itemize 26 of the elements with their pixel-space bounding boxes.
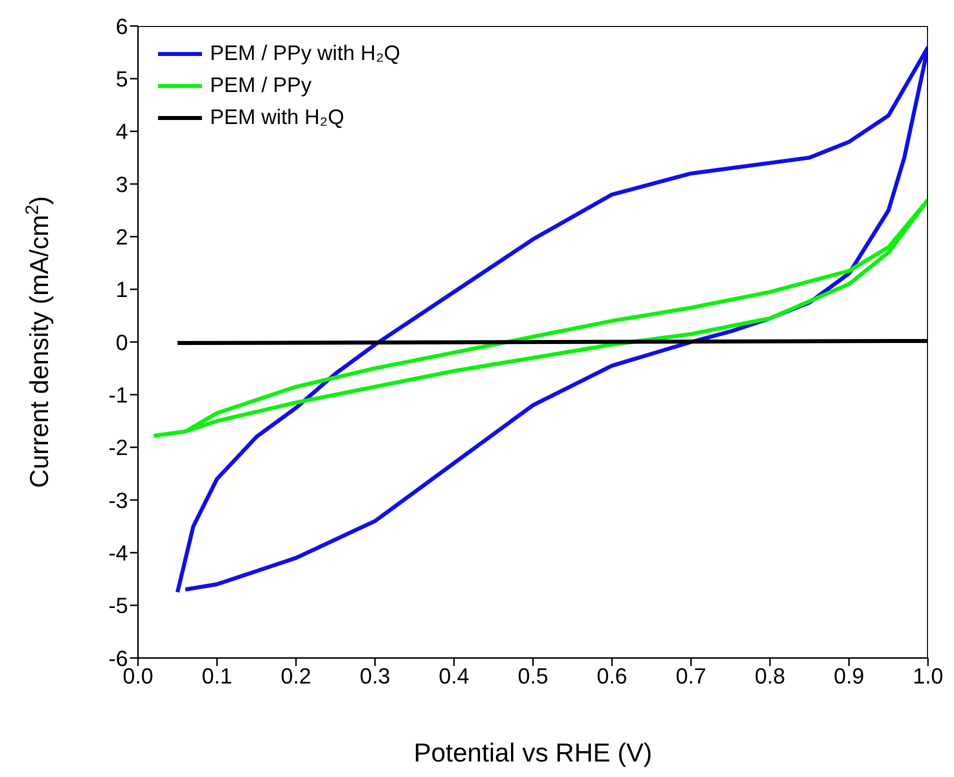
x-tick-label: 0.7 xyxy=(676,664,706,689)
x-tick-label: 0.3 xyxy=(360,664,390,689)
y-tick-label: -2 xyxy=(108,435,128,460)
x-tick-label: 0.1 xyxy=(202,664,232,689)
x-tick-label: 0.2 xyxy=(280,664,312,689)
y-tick-label: 1 xyxy=(116,277,128,302)
legend-label: PEM with H₂Q xyxy=(210,105,344,131)
y-tick-label: 6 xyxy=(116,14,128,39)
y-tick-label: 0 xyxy=(116,330,128,355)
legend-label: PEM / PPy xyxy=(210,73,312,99)
y-tick-label: -1 xyxy=(108,382,128,408)
y-tick-label: -5 xyxy=(108,593,128,618)
y-tick-label: -3 xyxy=(108,488,128,513)
y-tick-label: 3 xyxy=(116,172,128,197)
legend-label: PEM / PPy with H₂Q xyxy=(210,41,400,67)
x-tick-label: 0.9 xyxy=(834,664,864,689)
y-tick-label: 2 xyxy=(116,224,128,250)
y-tick-label: 4 xyxy=(116,119,128,144)
x-tick-label: 0.4 xyxy=(438,664,470,689)
x-tick-label: 0.6 xyxy=(596,664,628,689)
x-tick-label: 0.5 xyxy=(518,664,548,689)
x-axis-title: Potential vs RHE (V) xyxy=(414,737,652,768)
y-tick-label: -4 xyxy=(108,540,128,566)
x-tick-label: 1.0 xyxy=(912,664,944,689)
x-tick-label: 0.8 xyxy=(754,664,786,689)
y-tick-label: 5 xyxy=(116,66,128,92)
